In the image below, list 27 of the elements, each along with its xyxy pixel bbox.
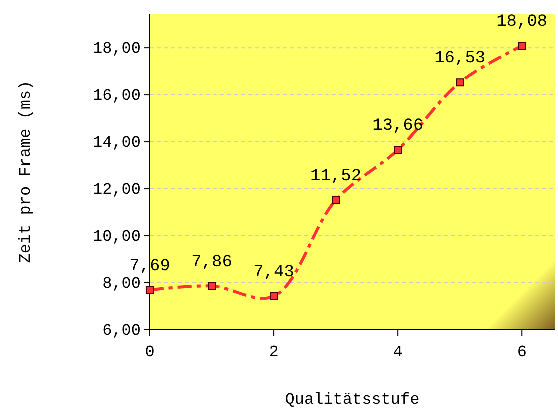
point	[518, 42, 526, 50]
data-label: 7,43	[254, 263, 294, 282]
x-tick-label: 6	[517, 344, 527, 362]
y-tick-label: 16,00	[92, 87, 141, 106]
data-label: 13,66	[372, 117, 424, 136]
point	[270, 292, 278, 300]
x-tick-label: 0	[145, 344, 155, 362]
y-tick-label: 14,00	[92, 134, 141, 152]
data-label: 18,08	[496, 13, 548, 32]
y-tick-label: 18,00	[92, 40, 141, 58]
y-axis-title: Zeit pro Frame (ms)	[17, 80, 35, 264]
x-tick-label: 2	[269, 344, 279, 362]
x-axis-title: Qualitätsstufe	[285, 391, 420, 409]
point	[208, 282, 216, 290]
y-tick-label: 6,00	[102, 322, 141, 340]
data-label: 7,69	[130, 257, 170, 276]
point	[394, 146, 402, 154]
y-tick-label: 12,00	[92, 181, 141, 200]
point	[456, 78, 464, 87]
data-label: 11,52	[310, 167, 362, 186]
data-label: 7,86	[192, 253, 232, 272]
y-tick-label: 8,00	[102, 275, 141, 294]
y-tick-label: 10,00	[92, 228, 141, 246]
x-tick-label: 4	[393, 344, 403, 362]
point	[146, 286, 154, 294]
point	[332, 196, 340, 204]
data-label: 16,53	[434, 50, 486, 69]
